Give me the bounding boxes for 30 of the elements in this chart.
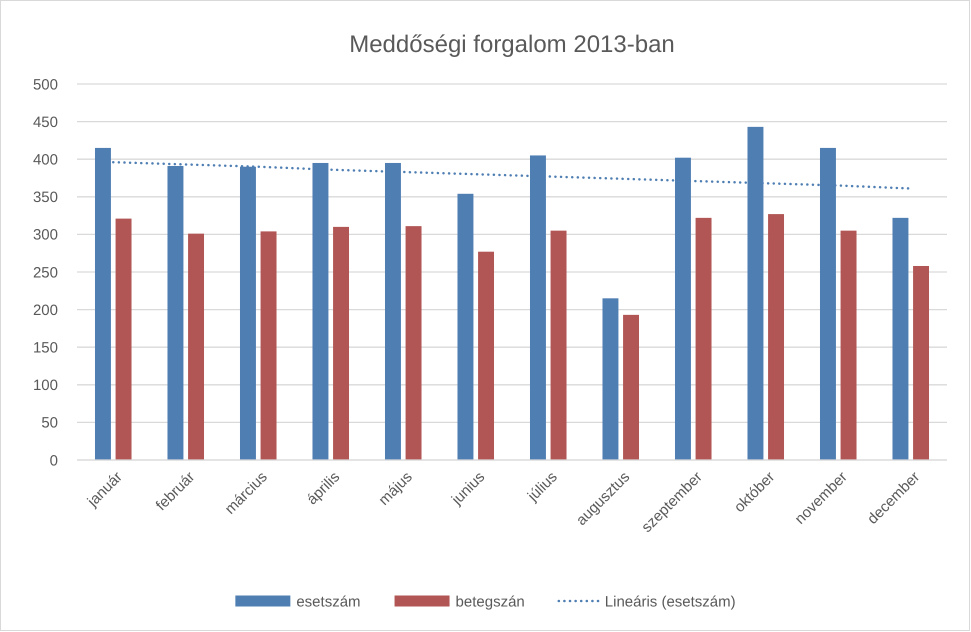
- y-tick-label: 500: [32, 76, 58, 94]
- bar: [457, 194, 474, 460]
- bar: [768, 214, 784, 460]
- legend-label: esetszám: [296, 593, 361, 610]
- y-tick-label: 400: [32, 151, 58, 168]
- y-tick-label: 50: [41, 414, 58, 432]
- y-tick-label: 450: [32, 114, 58, 131]
- bar: [406, 226, 422, 460]
- y-tick-label: 250: [32, 264, 58, 282]
- bar: [260, 231, 277, 460]
- bar: [623, 314, 640, 460]
- bar: [550, 230, 567, 460]
- legend-label: Lineáris (esetszám): [604, 593, 736, 610]
- bar: [333, 226, 350, 460]
- chart-title: Meddőségi forgalom 2013-ban: [349, 31, 675, 58]
- bar: [116, 218, 132, 460]
- bar: [602, 298, 618, 460]
- y-tick-label: 150: [32, 339, 58, 356]
- y-tick-label: 100: [32, 377, 58, 394]
- bar: [892, 218, 908, 460]
- bar: [478, 252, 494, 460]
- y-tick-label: 0: [50, 452, 58, 470]
- bar: [188, 234, 204, 460]
- bar: [696, 218, 712, 460]
- y-tick-label: 350: [32, 189, 58, 206]
- bar: [913, 266, 930, 460]
- bar: [840, 230, 857, 460]
- legend-label: betegszán: [456, 593, 525, 610]
- y-tick-label: 300: [32, 226, 58, 244]
- y-tick-label: 200: [32, 302, 58, 319]
